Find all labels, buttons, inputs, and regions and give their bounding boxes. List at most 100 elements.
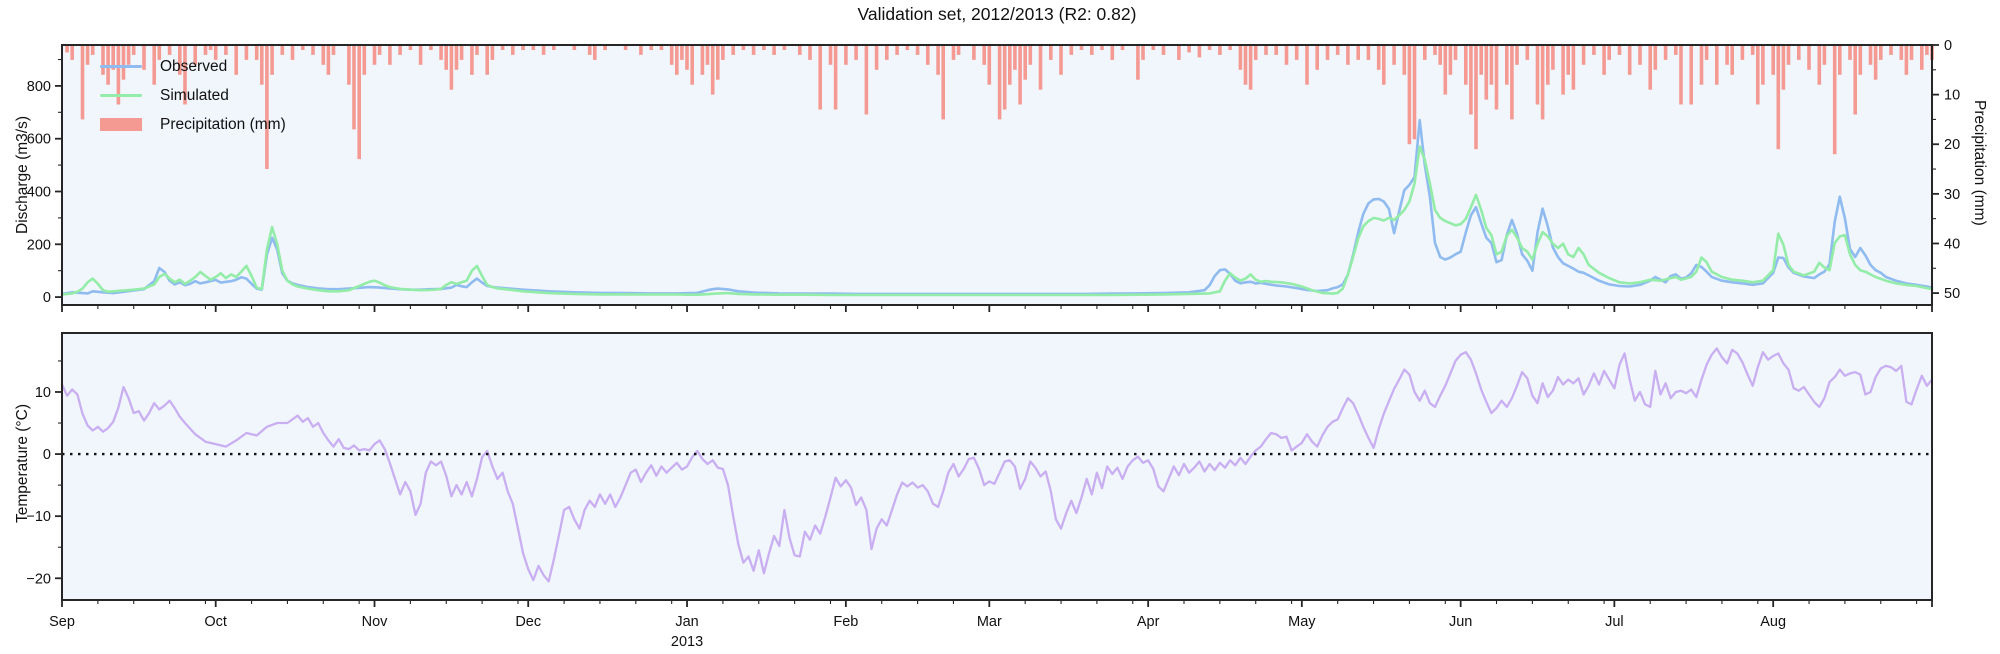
precipitation-bar xyxy=(1868,45,1873,65)
precipitation-bar xyxy=(111,45,115,70)
month-label: Jun xyxy=(1449,614,1472,630)
month-label: Aug xyxy=(1760,614,1786,630)
month-label: Dec xyxy=(515,614,541,630)
precipitation-bar xyxy=(101,45,105,75)
precipitation-bar xyxy=(1715,45,1719,85)
precipitation-bar xyxy=(454,45,459,70)
precipitation-bar xyxy=(1904,45,1909,75)
precipitation-bar xyxy=(895,45,899,55)
precipitation-bar xyxy=(1607,45,1611,60)
precipitation-bar xyxy=(1402,45,1407,75)
discharge-tick-label: 400 xyxy=(27,184,51,200)
precipitation-bar xyxy=(1838,45,1842,75)
precipitation-bar xyxy=(1151,45,1156,50)
precipitation-bar xyxy=(1776,45,1781,150)
precipitation-bar xyxy=(449,45,454,90)
precipitation-tick-label: 20 xyxy=(1944,137,1960,153)
precipitation-bar xyxy=(121,45,126,80)
month-label: Feb xyxy=(833,614,858,630)
precipitation-bar xyxy=(798,45,802,55)
precipitation-bar xyxy=(1187,45,1191,53)
precipitation-bar xyxy=(951,45,956,60)
precipitation-bar xyxy=(311,45,315,55)
precipitation-bar xyxy=(357,45,361,160)
legend-item-precipitation: Precipitation (mm) xyxy=(100,110,286,139)
precipitation-bar xyxy=(1551,45,1555,70)
precipitation-bar xyxy=(1848,45,1852,60)
precipitation-bar xyxy=(844,45,848,65)
precipitation-bar xyxy=(485,45,489,75)
discharge-tick-label: 800 xyxy=(27,79,51,95)
precipitation-bar xyxy=(234,45,238,75)
precipitation-tick-label: 40 xyxy=(1944,236,1960,252)
precipitation-bar xyxy=(511,45,515,55)
precipitation-bar xyxy=(864,45,869,115)
precipitation-bar xyxy=(1376,45,1381,70)
precipitation-bar xyxy=(260,45,264,85)
precipitation-bar xyxy=(1284,45,1289,65)
precipitation-bar xyxy=(331,45,336,55)
month-label: Apr xyxy=(1137,614,1160,630)
precipitation-bar xyxy=(587,45,592,55)
precipitation-bar xyxy=(301,45,305,50)
precipitation-bar xyxy=(90,45,95,55)
precipitation-bar xyxy=(1453,45,1458,60)
precipitation-bar xyxy=(1100,45,1104,50)
precipitation-bar xyxy=(1617,45,1622,55)
top-panel-background xyxy=(62,45,1932,305)
precipitation-bar xyxy=(828,45,833,65)
precipitation-bar xyxy=(126,45,131,65)
legend-item-observed: Observed xyxy=(100,52,286,81)
precipitation-bar xyxy=(352,45,356,130)
precipitation-bar xyxy=(1561,45,1565,95)
precipitation-bar xyxy=(131,45,136,55)
precipitation-bar xyxy=(377,45,382,55)
precipitation-bar xyxy=(1264,45,1268,55)
precipitation-bar xyxy=(1494,45,1499,110)
precipitation-bar xyxy=(1207,45,1212,50)
precipitation-bar xyxy=(1325,45,1330,60)
precipitation-bar xyxy=(818,45,822,110)
precipitation-bar xyxy=(1566,45,1570,75)
precipitation-bar xyxy=(690,45,694,85)
precipitation-bar xyxy=(1002,45,1007,110)
precipitation-bar xyxy=(1535,45,1540,105)
precipitation-bar xyxy=(429,45,433,50)
precipitation-bar xyxy=(1248,45,1253,90)
temperature-line xyxy=(60,347,1934,583)
precipitation-bar xyxy=(1315,45,1319,70)
precipitation-bar xyxy=(1781,45,1786,90)
precipitation-bar xyxy=(731,45,735,55)
precipitation-bar xyxy=(675,45,679,75)
precipitation-bar xyxy=(1889,45,1893,55)
precipitation-bar xyxy=(80,45,85,120)
precipitation-bar xyxy=(808,45,812,60)
precipitation-bar xyxy=(265,45,269,169)
precipitation-bar xyxy=(1464,45,1468,85)
precipitation-bar xyxy=(1392,45,1396,65)
top-panel-border xyxy=(61,44,1933,306)
discharge-axis-label: Discharge (m3/s) xyxy=(14,116,31,234)
precipitation-bar xyxy=(1274,45,1278,55)
precipitation-bar xyxy=(1474,45,1478,150)
precipitation-bar xyxy=(541,45,546,55)
precipitation-bar xyxy=(1679,45,1683,105)
precipitation-bar xyxy=(659,45,664,50)
precipitation-bar xyxy=(1505,45,1509,85)
legend-label-observed: Observed xyxy=(160,57,228,75)
precipitation-bar xyxy=(685,45,689,70)
precipitation-bar xyxy=(500,45,505,50)
legend-item-simulated: Simulated xyxy=(100,81,286,110)
precipitation-bar xyxy=(531,45,536,50)
precipitation-bar xyxy=(1305,45,1309,85)
precipitation-bar xyxy=(982,45,986,65)
legend-label-simulated: Simulated xyxy=(160,86,229,104)
precipitation-bar xyxy=(603,45,607,50)
precipitation-bar xyxy=(926,45,930,65)
discharge-tick-label: 600 xyxy=(27,132,51,148)
precipitation-bar xyxy=(1540,45,1545,120)
month-label: May xyxy=(1288,614,1316,630)
precipitation-bar xyxy=(572,45,577,50)
